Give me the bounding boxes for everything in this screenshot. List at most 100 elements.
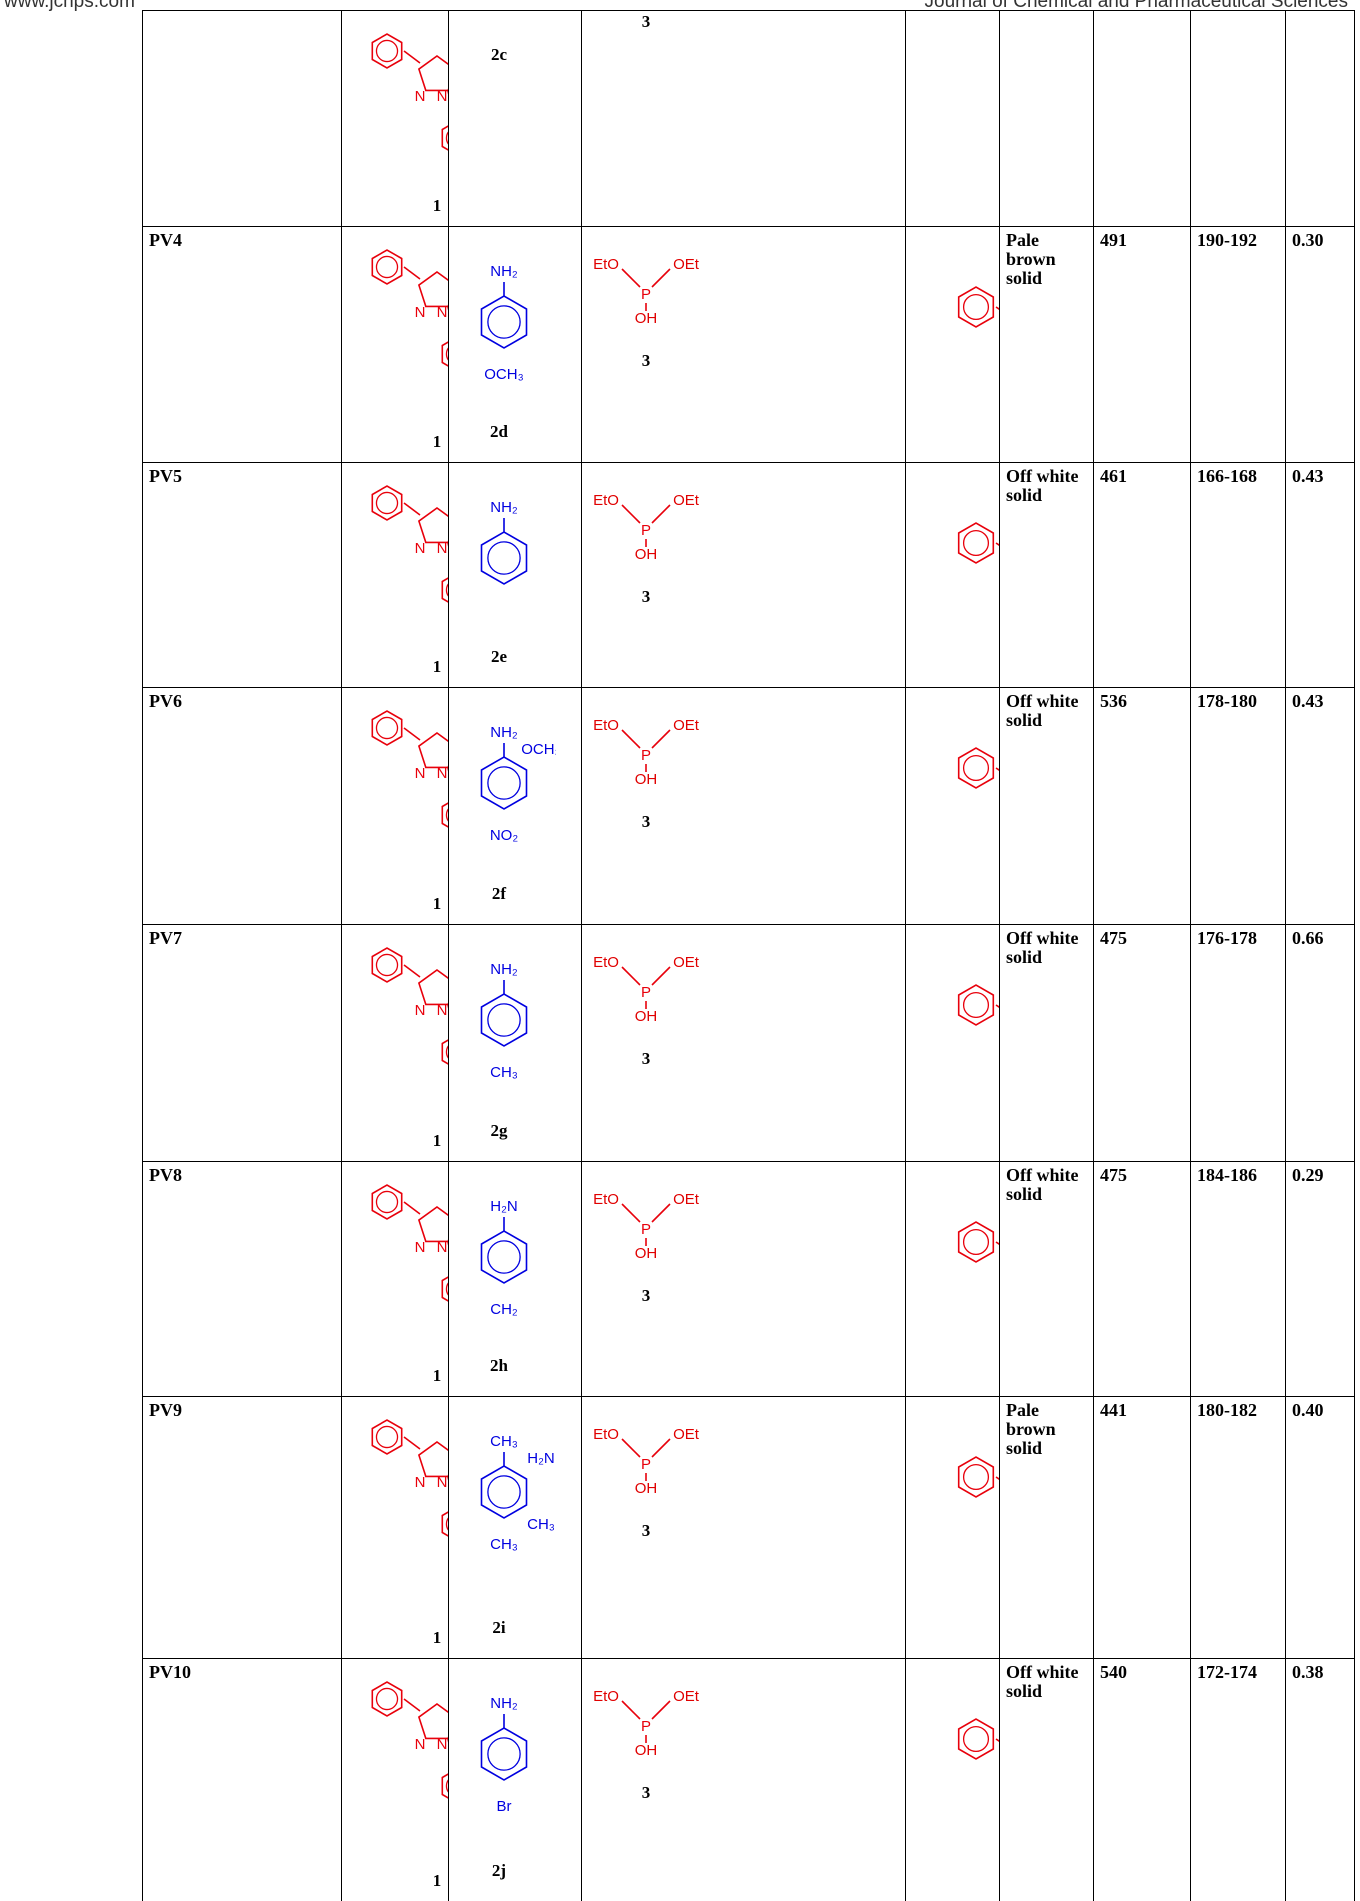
bond bbox=[622, 730, 640, 748]
mw: 441 bbox=[1100, 1400, 1127, 1420]
atom-label: 2d bbox=[490, 422, 509, 441]
atom-label: 3 bbox=[642, 1521, 651, 1540]
atom-label: EtO bbox=[593, 1688, 619, 1705]
atom-label: N bbox=[437, 540, 448, 557]
ring bbox=[419, 272, 449, 306]
cell-product bbox=[906, 11, 1000, 227]
atom-label: EtO bbox=[593, 1426, 619, 1443]
atom-label: EtO bbox=[593, 256, 619, 273]
ring bbox=[419, 1442, 449, 1476]
atom-label: 1 bbox=[433, 1366, 442, 1385]
mp: 166-168 bbox=[1197, 466, 1257, 486]
atom-label: 2i bbox=[492, 1618, 506, 1637]
bond bbox=[652, 1439, 670, 1457]
appearance: Off white solid bbox=[1006, 691, 1078, 730]
mp: 178-180 bbox=[1197, 691, 1257, 711]
atom-label: N bbox=[415, 88, 426, 105]
code: PV6 bbox=[149, 691, 182, 711]
cell-reactant: CHONN1 bbox=[342, 925, 449, 1162]
cell-phosphite: EtOOEtPOH3 bbox=[582, 1397, 906, 1659]
cell-product: OEtO=POEtHNNN bbox=[906, 463, 1000, 688]
atom-label: N bbox=[415, 540, 426, 557]
ring bbox=[419, 733, 449, 767]
mw: 536 bbox=[1100, 691, 1127, 711]
atom-label: N bbox=[437, 1239, 448, 1256]
atom-label: OH bbox=[635, 1245, 658, 1262]
atom-label: OH bbox=[635, 1480, 658, 1497]
ring-bond bbox=[488, 306, 520, 338]
code: PV8 bbox=[149, 1165, 182, 1185]
structure: CHONN1 bbox=[342, 925, 449, 1160]
atom-label: 3 bbox=[642, 12, 651, 31]
mp: 184-186 bbox=[1197, 1165, 1257, 1185]
rf: 0.66 bbox=[1292, 928, 1324, 948]
atom-label: CH₃ bbox=[490, 1433, 518, 1450]
cell-code: PV10 bbox=[143, 1659, 342, 1901]
atom-label: OCH₃ bbox=[484, 366, 523, 383]
cell-rf: 0.38 bbox=[1286, 1659, 1355, 1901]
table-row: PV8CHONN1H₂NCH₂2hEtOOEtPOH3OEtO=POEtHNNN… bbox=[143, 1162, 1355, 1397]
cell-reactant: CHONN1 bbox=[342, 11, 449, 227]
bond bbox=[622, 1701, 640, 1719]
cell-reactant: CHONN1 bbox=[342, 1659, 449, 1901]
structure: CHONN1 bbox=[342, 227, 449, 461]
ring bbox=[419, 1704, 449, 1738]
rf: 0.40 bbox=[1292, 1400, 1324, 1420]
structure: CHONN1 bbox=[342, 688, 449, 923]
bond bbox=[404, 1699, 420, 1711]
cell-mw: 461 bbox=[1094, 463, 1191, 688]
cell-mp: 184-186 bbox=[1191, 1162, 1286, 1397]
atom-label: OEt bbox=[673, 492, 700, 509]
appearance: Off white solid bbox=[1006, 1165, 1078, 1204]
atom-label: H₂N bbox=[527, 1450, 555, 1467]
atom-label: 1 bbox=[433, 657, 442, 676]
structure: CHONN1 bbox=[342, 463, 449, 686]
atom-label: N bbox=[415, 304, 426, 321]
atom-label: NH₂ bbox=[490, 961, 518, 978]
cell-amine: NH₂ 2e bbox=[449, 463, 582, 688]
atom-label: NH₂ bbox=[490, 499, 518, 516]
cell-appearance: Off white solid bbox=[1000, 688, 1094, 925]
structure: NH₂Br2j bbox=[449, 1659, 556, 1900]
cell-appearance: Pale brown solid bbox=[1000, 1397, 1094, 1659]
cell-appearance: Pale brown solid bbox=[1000, 227, 1094, 463]
cell-rf: 0.30 bbox=[1286, 227, 1355, 463]
ring-bond bbox=[488, 542, 520, 574]
atom-label: OH bbox=[635, 771, 658, 788]
cell-product: OEtO=POEtHNNNBr bbox=[906, 1659, 1000, 1901]
table-row: PV7CHONN1NH₂CH₃2gEtOOEtPOH3OEtO=POEtHNNN… bbox=[143, 925, 1355, 1162]
atom-label: N bbox=[437, 1474, 448, 1491]
cell-amine: H₂NCH₂2h bbox=[449, 1162, 582, 1397]
atom-label: 3 bbox=[642, 1286, 651, 1305]
atom-label: OH bbox=[635, 310, 658, 327]
cell-code: PV9 bbox=[143, 1397, 342, 1659]
structure: H₂NCH₂2h bbox=[449, 1162, 556, 1395]
ring bbox=[419, 970, 449, 1004]
atom-label: OH bbox=[635, 546, 658, 563]
rf: 0.29 bbox=[1292, 1165, 1324, 1185]
atom-label: OEt bbox=[673, 1191, 700, 1208]
ring bbox=[419, 56, 449, 90]
atom-label: 3 bbox=[642, 351, 651, 370]
ring-bond bbox=[488, 767, 520, 799]
cell-rf: 0.43 bbox=[1286, 463, 1355, 688]
cell-reactant: CHONN1 bbox=[342, 1162, 449, 1397]
ring-bond bbox=[964, 1230, 989, 1255]
mw: 475 bbox=[1100, 928, 1127, 948]
cell-mw: 491 bbox=[1094, 227, 1191, 463]
structure: NH₂OCH₃2d bbox=[449, 227, 556, 461]
cell-mp bbox=[1191, 11, 1286, 227]
atom-label: 2e bbox=[491, 647, 508, 666]
atom-label: CH₃ bbox=[490, 1064, 518, 1081]
mw: 461 bbox=[1100, 466, 1127, 486]
bond bbox=[404, 728, 420, 740]
ring-bond bbox=[964, 1465, 989, 1490]
table-row: PV10CHONN1NH₂Br2jEtOOEtPOH3OEtO=POEtHNNN… bbox=[143, 1659, 1355, 1901]
ring-bond bbox=[964, 993, 989, 1018]
structure: CHONN1 bbox=[342, 11, 449, 225]
code: PV10 bbox=[149, 1662, 191, 1682]
cell-phosphite: EtOOEtPOH3 bbox=[582, 688, 906, 925]
atom-label: N bbox=[415, 1239, 426, 1256]
atom-label: OEt bbox=[673, 256, 700, 273]
cell-appearance: Off white solid bbox=[1000, 1659, 1094, 1901]
